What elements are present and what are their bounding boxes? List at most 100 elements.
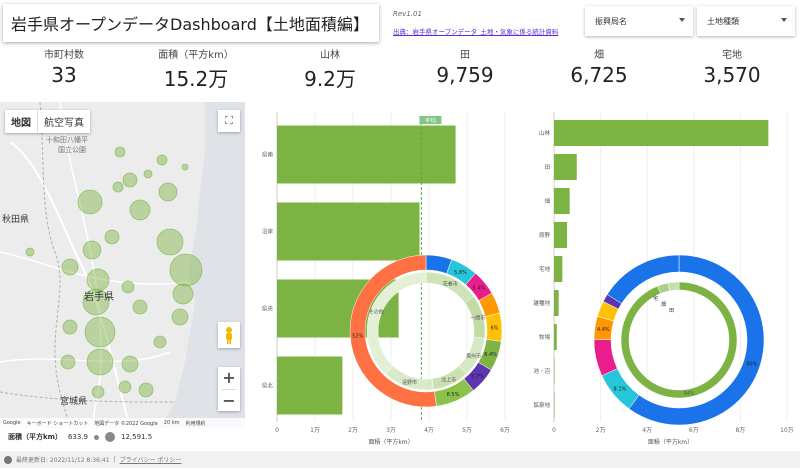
- kpi-label: 山林: [320, 50, 340, 61]
- map-attribution: Google キーボード ショートカット 地図データ ©2022 Google …: [0, 418, 245, 428]
- x-tick-label: 2万: [596, 427, 606, 434]
- donut-outer-label: 6.4%: [484, 352, 497, 358]
- bar[interactable]: [554, 222, 568, 248]
- filter-dropdown-region[interactable]: 振興局名: [585, 6, 693, 36]
- street-view-figure: [226, 327, 232, 344]
- chevron-down-icon: [781, 18, 787, 22]
- category-label: 山林: [539, 129, 551, 137]
- donut-inner-category-label: 宅: [653, 295, 658, 302]
- donut-outer-label: 5.8%: [454, 270, 467, 276]
- version-label: Rev1.01: [393, 10, 422, 18]
- bar[interactable]: [554, 256, 563, 282]
- map-road: [0, 351, 171, 363]
- page-title: 岩手県オープンデータDashboard【土地面積編】: [3, 4, 379, 42]
- prefecture-border: [0, 391, 176, 403]
- bar[interactable]: [554, 154, 577, 180]
- map-label-park: 国立公園: [58, 145, 86, 154]
- x-tick-label: 6万: [689, 427, 699, 434]
- map-label-park-name: 十和田八幡平: [46, 135, 88, 144]
- zoom-out-button[interactable]: −: [222, 391, 236, 410]
- donut-outer-label: 6%: [490, 326, 498, 332]
- page-title-text: 岩手県オープンデータDashboard【土地面積編】: [11, 15, 369, 34]
- fullscreen-icon[interactable]: ⛶: [218, 110, 240, 132]
- legend-small-circle: [94, 434, 99, 440]
- bar[interactable]: [554, 120, 769, 146]
- bar[interactable]: [554, 358, 555, 384]
- donut-inner-segment[interactable]: [667, 281, 680, 292]
- legend-max-value: 12,591.5: [121, 433, 153, 441]
- x-tick-label: 8万: [735, 427, 745, 434]
- map-size-legend: 面積（平方km） 633.9 12,591.5: [8, 432, 152, 442]
- terms-link[interactable]: 利用規約: [185, 420, 206, 427]
- donut-inner-label: 遠野市: [402, 379, 417, 386]
- bubble-layer[interactable]: [25, 146, 203, 399]
- kpi-label: 宅地: [722, 50, 742, 61]
- bar[interactable]: [277, 125, 456, 184]
- donut-inner-category-label: 田: [669, 308, 674, 314]
- kpi-value: 9,759: [436, 63, 494, 87]
- prefecture-border: [39, 102, 71, 428]
- info-icon: [4, 455, 12, 464]
- x-tick-label: 4万: [642, 427, 652, 434]
- category-label: 池・沼: [533, 367, 550, 375]
- category-label: 鉱泉地: [533, 401, 550, 409]
- bar[interactable]: [277, 356, 343, 415]
- kpi-value: 6,725: [570, 63, 628, 87]
- kpi-label: 市町村数: [44, 50, 84, 61]
- filter-dropdown-landtype[interactable]: 土地種類: [697, 6, 795, 36]
- bar[interactable]: [554, 392, 555, 418]
- page-footer: 最終更新日: 2022/11/12 8:36:41 | プライバシー ポリシー: [0, 451, 800, 468]
- kpi-farm-field: 畑 6,725: [539, 46, 659, 87]
- bar[interactable]: [554, 324, 557, 350]
- source-link[interactable]: 出典：岩手県オープンデータ_土地・気象に係る統計資料: [393, 28, 559, 36]
- donut-inner-category-label: 畑: [661, 301, 666, 308]
- donut-inner-label: その他: [369, 308, 384, 315]
- kpi-label: 畑: [594, 50, 604, 61]
- donut-inner-label: 94%: [684, 391, 695, 397]
- kpi-value: 9.2万: [304, 67, 356, 91]
- donut-outer-label: 8.1%: [614, 387, 627, 393]
- bar[interactable]: [554, 290, 559, 316]
- kpi-value: 3,570: [703, 63, 761, 87]
- x-tick-label: 6万: [500, 427, 510, 434]
- tab-satellite[interactable]: 航空写真: [44, 118, 84, 129]
- x-tick-label: 10万: [780, 427, 794, 434]
- landtype-bar-chart[interactable]: 0 2万 4万 6万 8万 10万山林田畑原野宅地雑種地牧場池・沼鉱泉地面積（平方km）6…: [525, 104, 795, 449]
- donut-inner-label: 花巻市: [443, 280, 458, 287]
- bar[interactable]: [554, 188, 570, 214]
- kpi-rice-field: 田 9,759: [405, 46, 525, 87]
- category-label: 田: [544, 164, 550, 171]
- kpi-municipalities: 市町村数 33: [4, 46, 124, 87]
- filter-landtype-label: 土地種類: [707, 16, 739, 26]
- category-label: 沿岸: [262, 228, 274, 236]
- tab-map[interactable]: 地図: [5, 110, 38, 133]
- pegman-icon[interactable]: [218, 322, 240, 348]
- bar[interactable]: [277, 202, 420, 261]
- kpi-value: 15.2万: [163, 67, 229, 91]
- donut-inner-segment[interactable]: [620, 281, 738, 399]
- chevron-down-icon: [679, 18, 685, 22]
- average-tag: [419, 116, 442, 124]
- zoom-in-button[interactable]: +: [222, 368, 236, 387]
- donut-outer-segment[interactable]: [628, 254, 765, 426]
- category-label: 原野: [539, 231, 551, 239]
- donut-outer-label: 5.7%: [471, 374, 484, 380]
- bubble-map[interactable]: 十和田八幡平 国立公園 秋田県 岩手県 宮城県 地図 航空写真 ⛶ + − Go…: [0, 102, 245, 428]
- kpi-area: 面積（平方km） 15.2万: [136, 46, 256, 92]
- donut-outer-segment[interactable]: [349, 254, 437, 408]
- kpi-label: 面積（平方km）: [158, 50, 234, 61]
- donut-outer-segment[interactable]: [606, 254, 680, 304]
- privacy-policy-link[interactable]: プライバシー ポリシー: [119, 457, 182, 464]
- keyboard-shortcuts-link[interactable]: キーボード ショートカット: [26, 420, 89, 427]
- footer-divider: |: [113, 456, 116, 463]
- category-label: 畑: [544, 197, 550, 205]
- map-canvas[interactable]: 十和田八幡平 国立公園 秋田県 岩手県 宮城県: [0, 102, 245, 428]
- x-axis-title: 面積（平方km）: [648, 438, 693, 446]
- map-road: [59, 102, 102, 428]
- average-label: 平均: [425, 117, 437, 125]
- donut-inner-segment[interactable]: [366, 271, 427, 375]
- donut-outer-segment[interactable]: [593, 339, 618, 377]
- donut-inner-label: 一関市: [470, 315, 485, 322]
- google-logo: Google: [3, 420, 21, 426]
